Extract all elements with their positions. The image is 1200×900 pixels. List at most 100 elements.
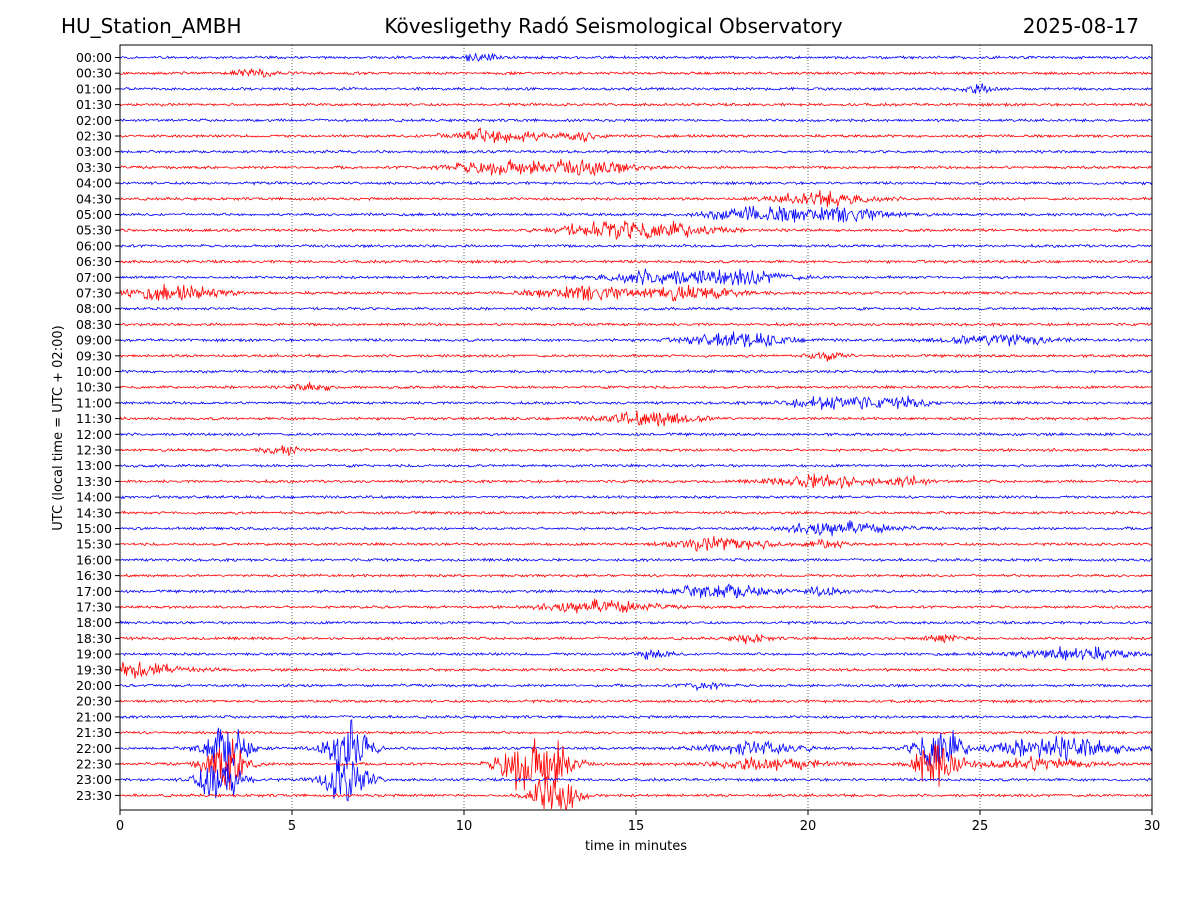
trace-0300 xyxy=(119,149,1153,155)
trace-0130 xyxy=(119,101,1153,108)
y-tick-label: 19:30 xyxy=(76,662,112,677)
y-tick-label: 09:30 xyxy=(76,348,112,363)
y-tick-label: 14:00 xyxy=(76,490,112,505)
y-tick-label: 16:30 xyxy=(76,568,112,583)
trace-0800 xyxy=(119,306,1153,311)
record-date: 2025-08-17 xyxy=(1022,14,1139,38)
trace-1400 xyxy=(119,494,1153,500)
trace-1330 xyxy=(119,473,1153,489)
y-tick-label: 15:30 xyxy=(76,537,112,552)
trace-1900 xyxy=(119,646,1153,661)
x-tick-label: 5 xyxy=(288,819,296,834)
y-axis-ticks: 00:0000:3001:0001:3002:0002:3003:0003:30… xyxy=(76,50,120,803)
y-tick-label: 17:00 xyxy=(76,584,112,599)
y-tick-label: 06:00 xyxy=(76,238,112,253)
x-tick-label: 25 xyxy=(972,819,989,834)
y-tick-label: 22:30 xyxy=(76,757,112,772)
y-tick-label: 12:30 xyxy=(76,443,112,458)
y-tick-label: 18:00 xyxy=(76,615,112,630)
trace-0500 xyxy=(119,205,1153,223)
y-tick-label: 04:00 xyxy=(76,176,112,191)
y-tick-label: 02:30 xyxy=(76,129,112,144)
trace-1100 xyxy=(119,395,1153,410)
y-tick-label: 02:00 xyxy=(76,113,112,128)
y-tick-label: 21:00 xyxy=(76,709,112,724)
trace-0230 xyxy=(119,127,1153,144)
y-tick-label: 04:30 xyxy=(76,191,112,206)
trace-1530 xyxy=(119,535,1153,552)
y-tick-label: 23:00 xyxy=(76,772,112,787)
chart-title: Kövesligethy Radó Seismological Observat… xyxy=(384,14,843,38)
trace-0930 xyxy=(119,351,1153,362)
y-tick-label: 03:30 xyxy=(76,160,112,175)
x-tick-label: 15 xyxy=(628,819,645,834)
trace-0000 xyxy=(119,52,1153,62)
y-tick-label: 08:30 xyxy=(76,317,112,332)
trace-0430 xyxy=(119,190,1153,208)
trace-0700 xyxy=(119,268,1153,286)
trace-0730 xyxy=(119,283,1153,302)
x-axis-label: time in minutes xyxy=(585,839,687,854)
trace-1800 xyxy=(119,620,1153,626)
station-code: HU_Station_AMBH xyxy=(61,14,242,38)
trace-2130 xyxy=(119,729,1153,736)
trace-0900 xyxy=(119,331,1153,348)
trace-1700 xyxy=(119,583,1153,599)
trace-1830 xyxy=(119,633,1153,645)
trace-0100 xyxy=(119,83,1153,95)
trace-1000 xyxy=(119,369,1153,375)
y-tick-label: 01:30 xyxy=(76,97,112,112)
trace-1930 xyxy=(119,661,1153,679)
y-tick-label: 05:30 xyxy=(76,223,112,238)
y-tick-label: 06:30 xyxy=(76,254,112,269)
y-tick-label: 18:30 xyxy=(76,631,112,646)
trace-0530 xyxy=(119,220,1153,240)
trace-1430 xyxy=(119,510,1153,516)
plot-area xyxy=(120,45,1152,810)
y-tick-label: 07:00 xyxy=(76,270,112,285)
y-tick-label: 20:30 xyxy=(76,694,112,709)
trace-1130 xyxy=(119,410,1153,427)
trace-1630 xyxy=(119,573,1153,578)
trace-1730 xyxy=(119,598,1153,614)
trace-0830 xyxy=(119,321,1153,328)
y-tick-label: 00:00 xyxy=(76,50,112,65)
y-tick-label: 07:30 xyxy=(76,286,112,301)
y-tick-label: 15:00 xyxy=(76,521,112,536)
trace-0330 xyxy=(119,158,1153,177)
trace-2200 xyxy=(119,718,1153,774)
trace-2300 xyxy=(119,759,1153,802)
trace-0600 xyxy=(119,243,1153,249)
y-tick-label: 09:00 xyxy=(76,333,112,348)
y-tick-label: 17:30 xyxy=(76,600,112,615)
trace-0200 xyxy=(119,117,1153,123)
x-tick-label: 0 xyxy=(116,819,124,834)
trace-1230 xyxy=(119,445,1153,457)
y-tick-label: 00:30 xyxy=(76,66,112,81)
seismic-traces xyxy=(119,52,1153,810)
trace-0630 xyxy=(119,258,1153,265)
trace-2000 xyxy=(119,681,1153,692)
trace-2030 xyxy=(119,698,1153,704)
trace-1500 xyxy=(119,520,1153,537)
y-tick-label: 10:00 xyxy=(76,364,112,379)
x-tick-label: 30 xyxy=(1144,819,1161,834)
x-tick-label: 20 xyxy=(800,819,817,834)
y-tick-label: 11:00 xyxy=(76,395,112,410)
trace-1300 xyxy=(119,463,1153,468)
trace-2100 xyxy=(119,714,1153,720)
trace-1600 xyxy=(119,557,1153,563)
y-tick-label: 22:00 xyxy=(76,741,112,756)
trace-2230 xyxy=(119,738,1153,791)
trace-1030 xyxy=(119,381,1153,392)
y-tick-label: 13:00 xyxy=(76,458,112,473)
y-tick-label: 01:00 xyxy=(76,81,112,96)
y-tick-label: 20:00 xyxy=(76,678,112,693)
trace-0030 xyxy=(119,68,1153,78)
y-tick-label: 03:00 xyxy=(76,144,112,159)
y-tick-label: 05:00 xyxy=(76,207,112,222)
trace-1200 xyxy=(119,431,1153,437)
y-tick-label: 23:30 xyxy=(76,788,112,803)
y-tick-label: 14:30 xyxy=(76,505,112,520)
